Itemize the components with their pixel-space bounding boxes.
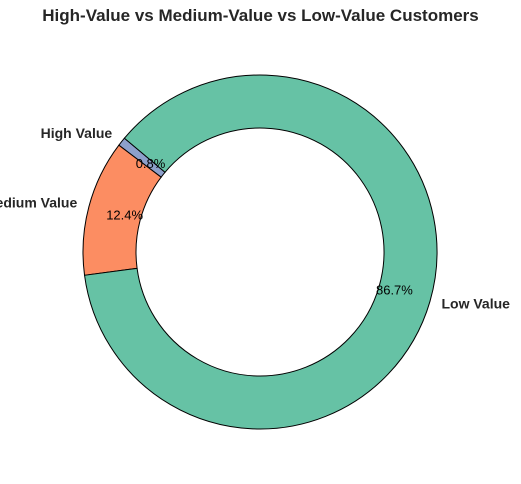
pct-label-low-value: 86.7%: [376, 283, 413, 298]
pct-label-high-value: 0.8%: [136, 156, 166, 171]
pct-label-medium-value: 12.4%: [106, 208, 143, 223]
category-label-high-value: High Value: [41, 125, 113, 141]
donut-slices: [82, 74, 438, 430]
category-label-medium-value: Medium Value: [0, 195, 77, 211]
chart-title: High-Value vs Medium-Value vs Low-Value …: [42, 6, 479, 25]
slice-low-value: [83, 74, 438, 430]
category-label-low-value: Low Value: [441, 295, 510, 311]
donut-labels: 0.8% High Value 12.4% Medium Value 86.7% Low …: [0, 125, 510, 312]
